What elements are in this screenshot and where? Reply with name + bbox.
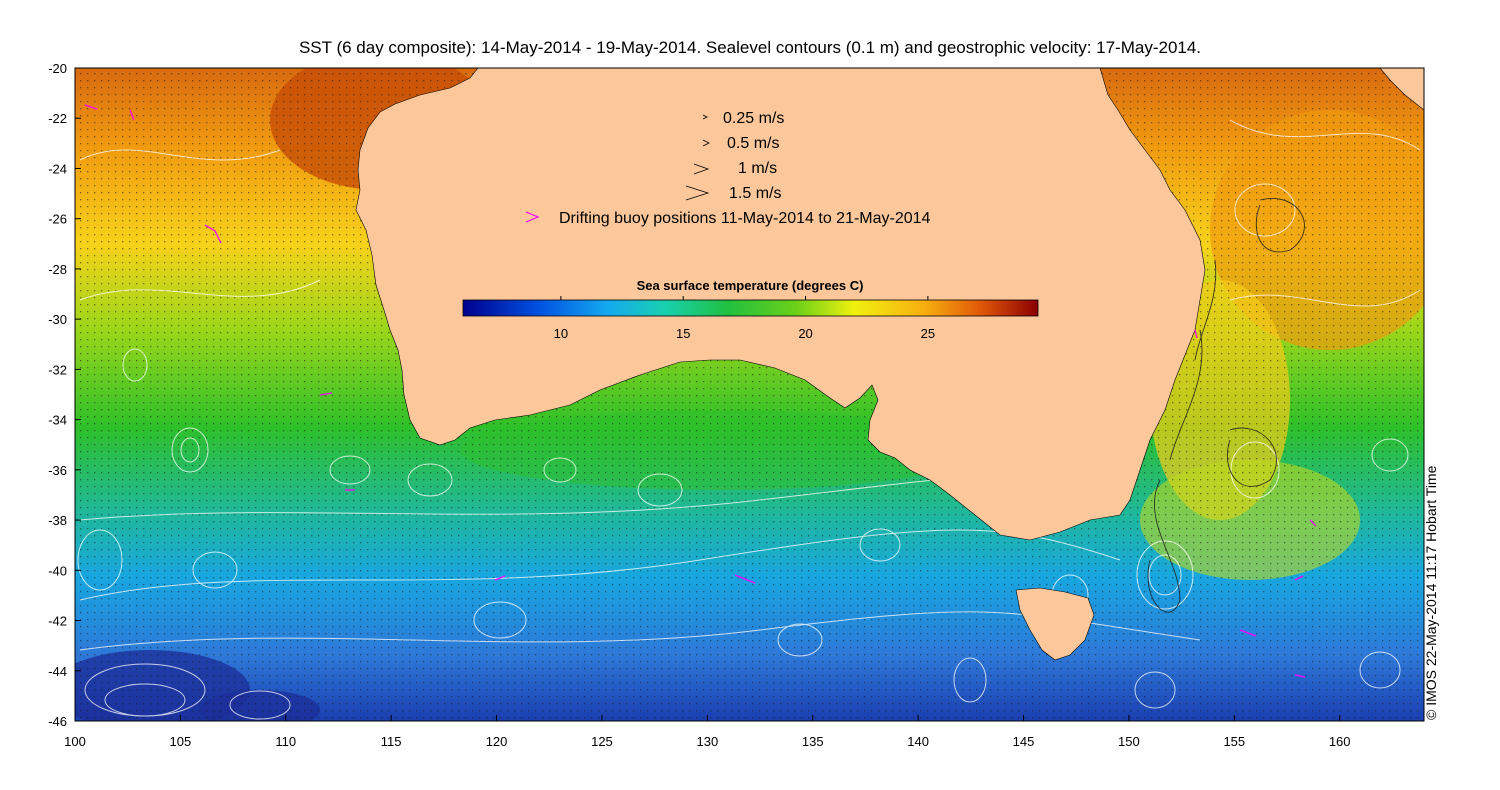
x-tick-label: 135 [802, 734, 824, 749]
y-tick-label: -30 [48, 312, 67, 327]
y-tick-label: -34 [48, 413, 67, 428]
x-tick-label: 145 [1013, 734, 1035, 749]
colorbar-tick-label: 25 [921, 326, 935, 341]
y-tick-label: -42 [48, 614, 67, 629]
colorbar: Sea surface temperature (degrees C) 10 15… [462, 278, 1039, 341]
new-guinea-coast [1379, 68, 1424, 111]
x-tick-label: 140 [907, 734, 929, 749]
x-tick-label: 125 [591, 734, 613, 749]
tasmania-landmass [1015, 587, 1095, 661]
y-tick-label: -22 [48, 111, 67, 126]
colorbar-title: Sea surface temperature (degrees C) [637, 278, 864, 293]
velocity-label-1: 1 m/s [738, 160, 777, 177]
buoy-symbol [525, 211, 540, 223]
plot-frame [74, 67, 1425, 722]
x-tick-label: 160 [1329, 734, 1351, 749]
credit-text: © IMOS 22-May-2014 11:17 Hobart Time [1423, 465, 1439, 720]
x-tick-label: 100 [64, 734, 86, 749]
y-tick-label: -46 [48, 714, 67, 729]
colorbar-tick-label: 20 [798, 326, 812, 341]
x-tick-label: 120 [486, 734, 508, 749]
y-tick-label: -28 [48, 262, 67, 277]
velocity-arrow-0.25 [702, 114, 708, 120]
boundary-current-vectors [1147, 198, 1305, 613]
y-tick-label: -24 [48, 161, 67, 176]
velocity-label-1.5: 1.5 m/s [729, 185, 781, 202]
y-tick-label: -38 [48, 513, 67, 528]
y-tick-label: -36 [48, 463, 67, 478]
x-tick-label: 150 [1118, 734, 1140, 749]
colorbar-ticks: 10 15 20 25 [554, 296, 935, 341]
velocity-legend: 0.25 m/s 0.5 m/s 1 m/s 1.5 m/s Drifting … [525, 110, 931, 227]
x-tick-label: 110 [275, 734, 296, 749]
x-axis-ticks: 100 105 110 115 120 125 130 135 140 145 150 155 160 [64, 715, 1351, 749]
velocity-arrow-1.5 [685, 185, 710, 201]
y-tick-label: -26 [48, 212, 67, 227]
y-tick-label: -40 [48, 563, 67, 578]
x-tick-label: 115 [381, 734, 402, 749]
colorbar-ramp [462, 299, 1039, 317]
buoy-label: Drifting buoy positions 11-May-2014 to 2… [559, 210, 931, 227]
x-tick-label: 155 [1223, 734, 1245, 749]
velocity-label-0.5: 0.5 m/s [727, 135, 779, 152]
velocity-arrow-1 [693, 163, 710, 175]
x-tick-label: 105 [170, 734, 192, 749]
drifter-tracks [84, 104, 1317, 678]
y-tick-label: -20 [48, 61, 67, 76]
colorbar-tick-label: 15 [676, 326, 690, 341]
colorbar-tick-label: 10 [554, 326, 568, 341]
y-tick-label: -44 [48, 664, 67, 679]
y-axis-ticks: -20 -22 -24 -26 -28 -30 -32 -34 -36 -38 -40 -42 -44 -… [48, 61, 81, 729]
x-tick-label: 130 [696, 734, 718, 749]
sst-field [75, 68, 1424, 721]
map-title: SST (6 day composite): 14-May-2014 - 19-… [298, 38, 1202, 57]
velocity-label-0.25: 0.25 m/s [723, 110, 784, 127]
velocity-arrow-0.5 [702, 139, 710, 147]
y-tick-label: -32 [48, 362, 67, 377]
